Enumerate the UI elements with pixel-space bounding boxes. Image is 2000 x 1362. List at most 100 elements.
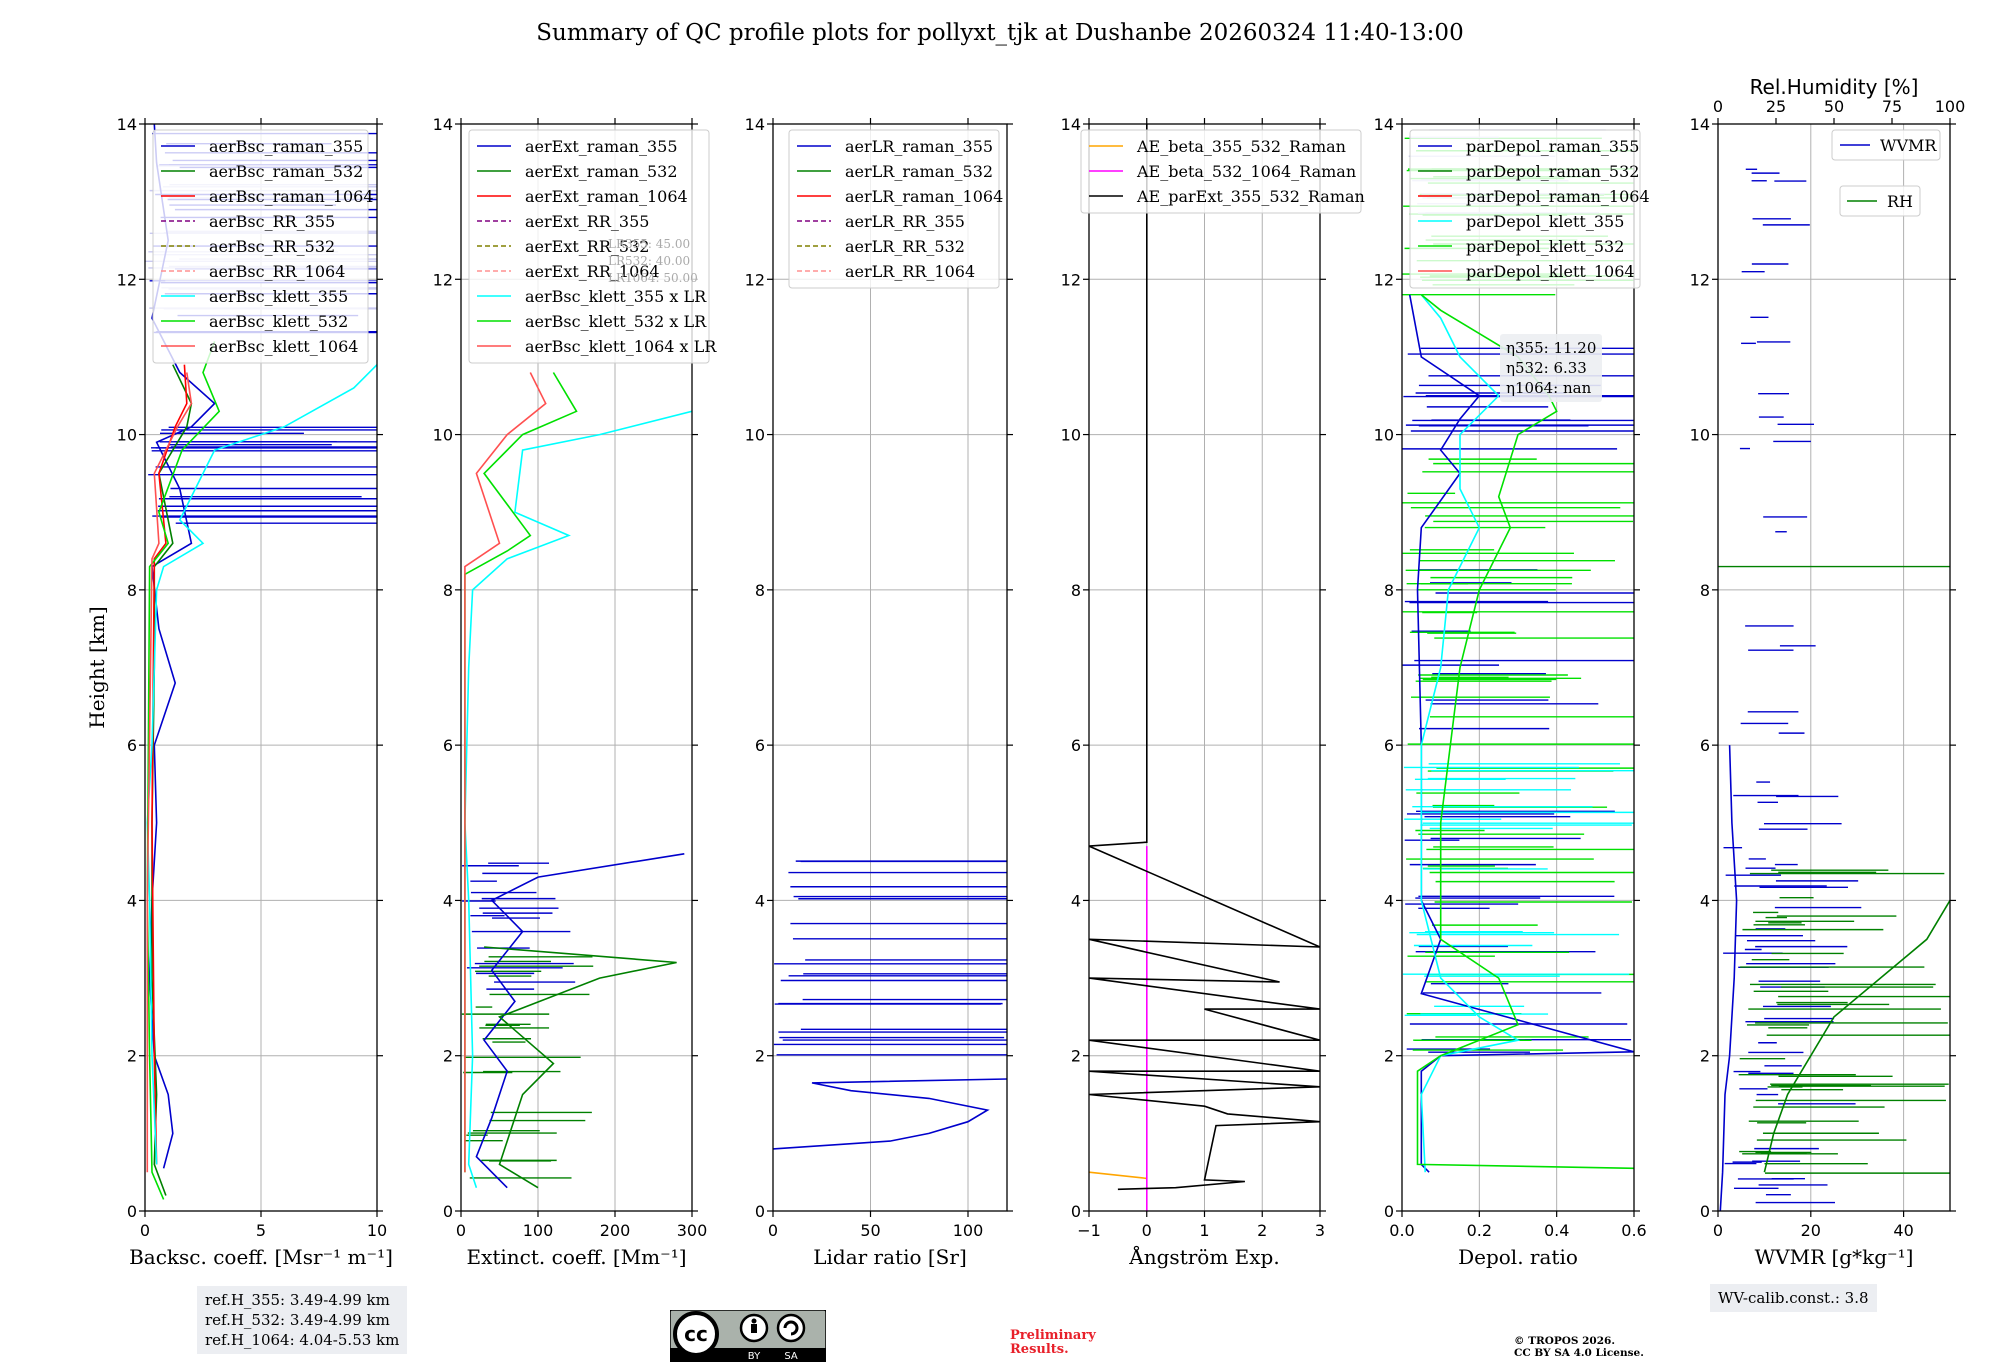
y-tick-label: 2 <box>1700 1047 1710 1066</box>
series-aerBsc_klett_1064 x LR <box>464 372 547 1173</box>
ref-height-355: ref.H_355: 3.49-4.99 km <box>205 1291 390 1309</box>
preliminary-line-2: Results. <box>1010 1342 1069 1357</box>
y-tick-label: 4 <box>1384 891 1394 910</box>
legend-box <box>1409 129 1641 289</box>
legend-label: aerExt_RR_355 <box>525 212 649 231</box>
y-tick-label: 6 <box>1071 736 1081 755</box>
legend-ext: aerExt_raman_355 aerExt_raman_532 aerExt_r… <box>468 129 717 364</box>
y-tick-label: 0 <box>127 1202 137 1221</box>
wv-calibration-text: WV-calib.const.: 3.8 <box>1718 1289 1869 1307</box>
legend-box <box>468 129 710 364</box>
legend-label: aerBsc_RR_355 <box>209 212 335 231</box>
ref-height-1064: ref.H_1064: 4.04-5.53 km <box>205 1331 400 1349</box>
legend-label: aerBsc_RR_1064 <box>209 262 345 281</box>
x2-tick-label: 100 <box>1935 97 1966 116</box>
y-tick-label: 12 <box>745 270 765 289</box>
panel-wv: 0 20 40 0 2 4 6 8 10 12 14 WVMR [g*kg⁻¹] 0 25 50 75 100 R… <box>1690 75 1966 1269</box>
legend-box <box>152 129 369 364</box>
sa-share-icon <box>776 1313 806 1343</box>
legend-label: parDepol_raman_1064 <box>1466 187 1650 206</box>
x-tick-label: 10 <box>367 1221 387 1240</box>
x-axis-label: Depol. ratio <box>1458 1245 1578 1269</box>
cc-by-sa-badge: cc BY SA <box>670 1310 826 1362</box>
y-tick-label: 8 <box>755 581 765 600</box>
legend-label: WVMR <box>1880 136 1937 155</box>
x-tick-label: −1 <box>1077 1221 1101 1240</box>
eta-label: η355: 11.20 <box>1506 339 1596 357</box>
axes-frame <box>460 123 693 1212</box>
preliminary-note: Preliminary Results. <box>1010 1329 1096 1357</box>
y-tick-label: 6 <box>1384 736 1394 755</box>
y-tick-label: 12 <box>117 270 137 289</box>
y-tick-label: 4 <box>1700 891 1710 910</box>
series-aerBsc_klett_1064 <box>146 372 193 1173</box>
series-parDepol_klett_355 <box>1420 294 1521 1173</box>
reference-height-box: ref.H_355: 3.49-4.99 km ref.H_532: 3.49-… <box>197 1286 408 1354</box>
x-axis-label: Lidar ratio [Sr] <box>813 1245 967 1269</box>
legend-label: aerLR_raman_532 <box>845 162 993 181</box>
panel-ext: 0 100 200 300 0 2 4 6 8 10 12 14 Extinct. coeff. [Mm… <box>433 115 718 1269</box>
x-axis-label: Ångström Exp. <box>1128 1244 1279 1269</box>
series-aerBsc_raman_532 <box>151 364 193 1196</box>
sa-label: SA <box>784 1351 798 1362</box>
figure-title: Summary of QC profile plots for pollyxt_… <box>536 20 1464 46</box>
legend-box <box>1831 129 1941 161</box>
legend-label: AE_parExt_355_532_Raman <box>1136 187 1365 206</box>
legend-label: aerBsc_klett_532 x LR <box>525 312 707 331</box>
x-tick-label: 0 <box>140 1221 150 1240</box>
plot-area <box>461 372 692 1189</box>
y-tick-label: 6 <box>1700 736 1710 755</box>
person-body-icon <box>751 1324 757 1333</box>
y-tick-label: 4 <box>127 891 137 910</box>
legend-label: aerBsc_raman_355 <box>209 137 363 156</box>
legend-label: AE_beta_532_1064_Raman <box>1136 162 1356 181</box>
y-axis-label: Height [km] <box>85 606 109 728</box>
legend-box <box>788 129 1000 289</box>
y-tick-label: 8 <box>443 581 453 600</box>
x-tick-label: 100 <box>523 1221 554 1240</box>
axes-frame <box>1401 123 1635 1212</box>
plot-area <box>1718 168 1950 1211</box>
y-tick-label: 10 <box>433 426 453 445</box>
eta-label: η1064: nan <box>1506 379 1592 397</box>
x-tick-label: 5 <box>256 1221 266 1240</box>
y-tick-label: 8 <box>1700 581 1710 600</box>
legend-label: aerBsc_klett_355 x LR <box>525 287 707 306</box>
lidar-ratio-annotation: LR532: 40.00 <box>608 254 690 268</box>
x-tick-label: 2 <box>1257 1221 1267 1240</box>
legend-lr: aerLR_raman_355 aerLR_raman_532 aerLR_rama… <box>788 129 1003 289</box>
legend-label: aerLR_RR_532 <box>845 237 965 256</box>
y-tick-label: 2 <box>127 1047 137 1066</box>
y-tick-label: 0 <box>1384 1202 1394 1221</box>
panel-lr: 0 50 100 0 2 4 6 8 10 12 14 Lidar ratio [Sr] aerLR_r… <box>745 115 1013 1269</box>
y-tick-label: 14 <box>117 115 137 134</box>
y-tick-label: 0 <box>755 1202 765 1221</box>
person-head-icon <box>751 1318 757 1324</box>
y-tick-label: 4 <box>443 891 453 910</box>
y-tick-label: 14 <box>433 115 453 134</box>
y-tick-label: 0 <box>1071 1202 1081 1221</box>
legend-label: parDepol_raman_355 <box>1466 137 1639 156</box>
series-aerExt_raman_355 <box>475 853 685 1189</box>
panel-depol: 0.0 0.2 0.4 0.6 0 2 4 6 8 10 12 14 Depol. ratio parDe… <box>1374 115 1650 1269</box>
x-tick-label: 50 <box>860 1221 880 1240</box>
lidar-ratio-annotation: LR355: 45.00 <box>608 237 690 251</box>
eta-box <box>1500 334 1602 402</box>
series-aerBsc_klett_355 x LR <box>464 410 692 1188</box>
legend-rh: RH <box>1839 185 1921 217</box>
legend-label: AE_beta_355_532_Raman <box>1136 137 1346 156</box>
legend-depol: parDepol_raman_355 parDepol_raman_532 parD… <box>1409 129 1650 289</box>
y-tick-label: 2 <box>1071 1047 1081 1066</box>
x2-tick-label: 75 <box>1882 97 1902 116</box>
legend-label: aerLR_RR_1064 <box>845 262 975 281</box>
y-tick-label: 0 <box>443 1202 453 1221</box>
share-arrow-icon <box>783 1320 799 1336</box>
x-tick-label: 0.0 <box>1389 1221 1414 1240</box>
legend-label: aerBsc_klett_1064 <box>209 337 358 356</box>
y-tick-label: 6 <box>127 736 137 755</box>
legend-label: aerExt_raman_355 <box>525 137 678 156</box>
ref-height-532: ref.H_532: 3.49-4.99 km <box>205 1311 390 1329</box>
lidar-ratio-annotation: LR1064: 50.00 <box>608 271 698 285</box>
y-tick-label: 12 <box>433 270 453 289</box>
cc-label: cc <box>684 1322 708 1346</box>
